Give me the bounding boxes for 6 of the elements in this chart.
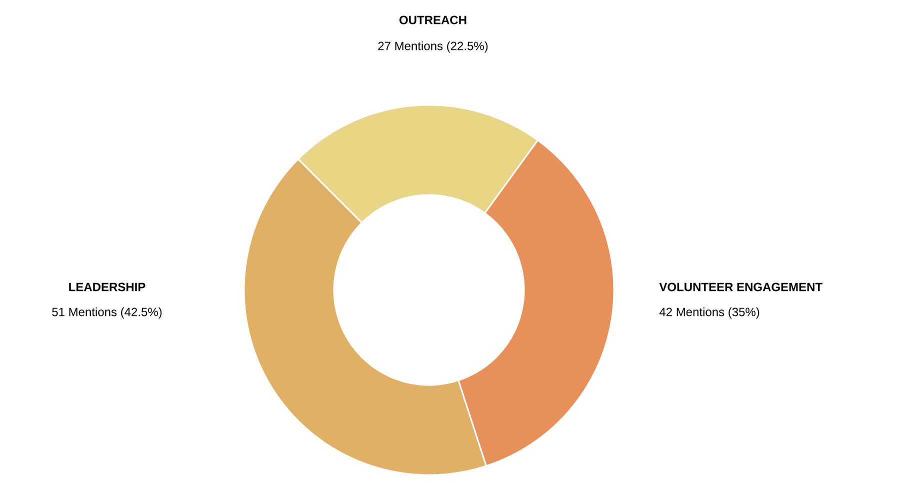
data-label: 51 Mentions (42.5%): [52, 307, 162, 319]
slice-label: VOLUNTEER ENGAGEMENT: [659, 282, 822, 292]
data-label: 42 Mentions (35%): [659, 307, 760, 319]
slice-label: LEADERSHIP: [69, 282, 146, 292]
data-label: 27 Mentions (22.5%): [378, 41, 488, 53]
slice-label: OUTREACH: [399, 16, 466, 24]
